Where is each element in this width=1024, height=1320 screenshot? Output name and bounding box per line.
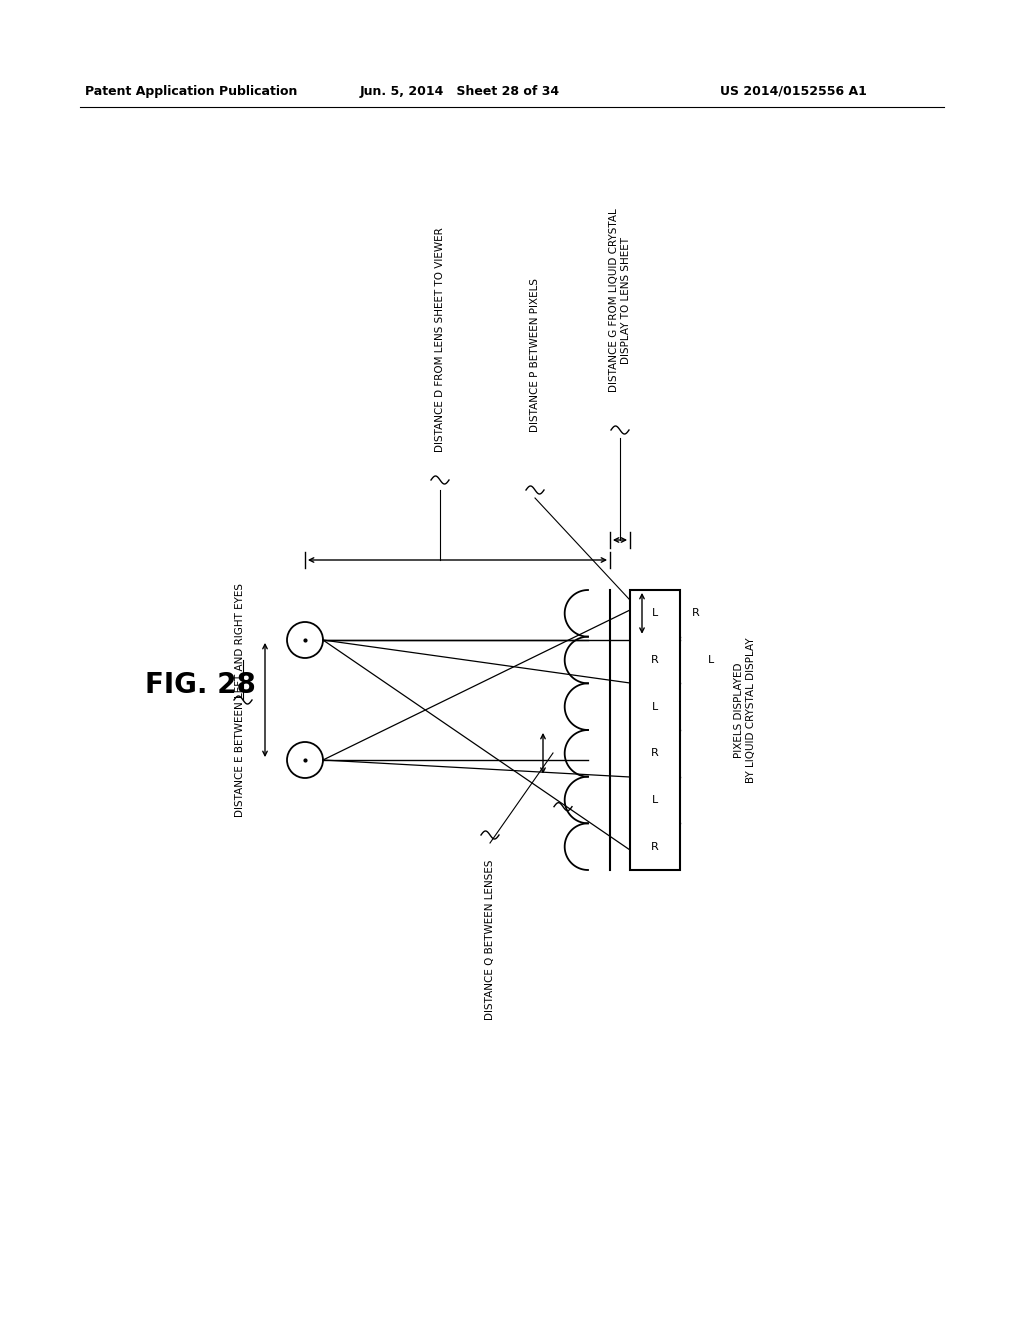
Text: R: R [651,655,658,665]
Text: Jun. 5, 2014   Sheet 28 of 34: Jun. 5, 2014 Sheet 28 of 34 [360,84,560,98]
Text: FIG. 28: FIG. 28 [145,671,256,700]
Text: L: L [708,655,715,665]
Text: R: R [692,609,699,618]
Text: L: L [652,702,658,711]
Text: DISTANCE P BETWEEN PIXELS: DISTANCE P BETWEEN PIXELS [530,279,540,432]
Text: R: R [651,842,658,851]
Bar [630,590,680,870]
Text: DISTANCE Q BETWEEN LENSES: DISTANCE Q BETWEEN LENSES [485,859,495,1020]
Text: Patent Application Publication: Patent Application Publication [85,84,297,98]
Text: US 2014/0152556 A1: US 2014/0152556 A1 [720,84,867,98]
Text: L: L [652,795,658,805]
Text: DISTANCE D FROM LENS SHEET TO VIEWER: DISTANCE D FROM LENS SHEET TO VIEWER [435,227,445,453]
Text: PIXELS DISPLAYED
BY LIQUID CRYSTAL DISPLAY: PIXELS DISPLAYED BY LIQUID CRYSTAL DISPL… [734,638,756,783]
Text: R: R [651,748,658,758]
Text: L: L [652,609,658,618]
Text: DISTANCE E BETWEEN LEFT AND RIGHT EYES: DISTANCE E BETWEEN LEFT AND RIGHT EYES [234,583,245,817]
Text: DISTANCE G FROM LIQUID CRYSTAL
DISPLAY TO LENS SHEET: DISTANCE G FROM LIQUID CRYSTAL DISPLAY T… [609,209,631,392]
